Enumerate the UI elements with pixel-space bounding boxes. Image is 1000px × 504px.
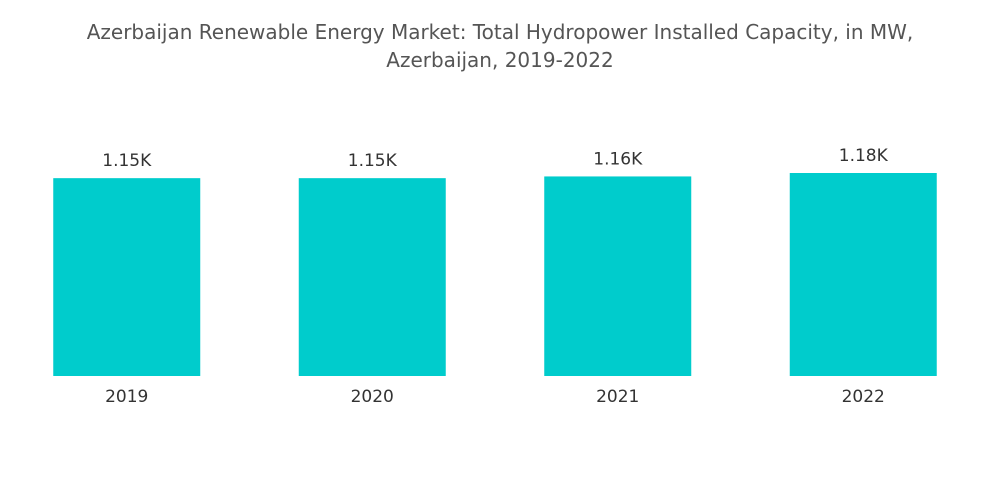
x-tick-label: 2021 <box>596 387 639 407</box>
value-label: 1.18K <box>839 146 889 166</box>
chart-title: Azerbaijan Renewable Energy Market: Tota… <box>86 20 914 72</box>
x-tick-label: 2020 <box>351 387 394 407</box>
x-tick-label: 2022 <box>842 387 885 407</box>
bar <box>298 178 446 376</box>
bar <box>789 173 937 376</box>
bar <box>544 176 692 376</box>
value-label: 1.16K <box>593 149 643 169</box>
bar <box>53 178 201 376</box>
x-tick-label: 2019 <box>105 387 148 407</box>
value-label: 1.15K <box>102 151 152 171</box>
value-label: 1.15K <box>348 151 398 171</box>
